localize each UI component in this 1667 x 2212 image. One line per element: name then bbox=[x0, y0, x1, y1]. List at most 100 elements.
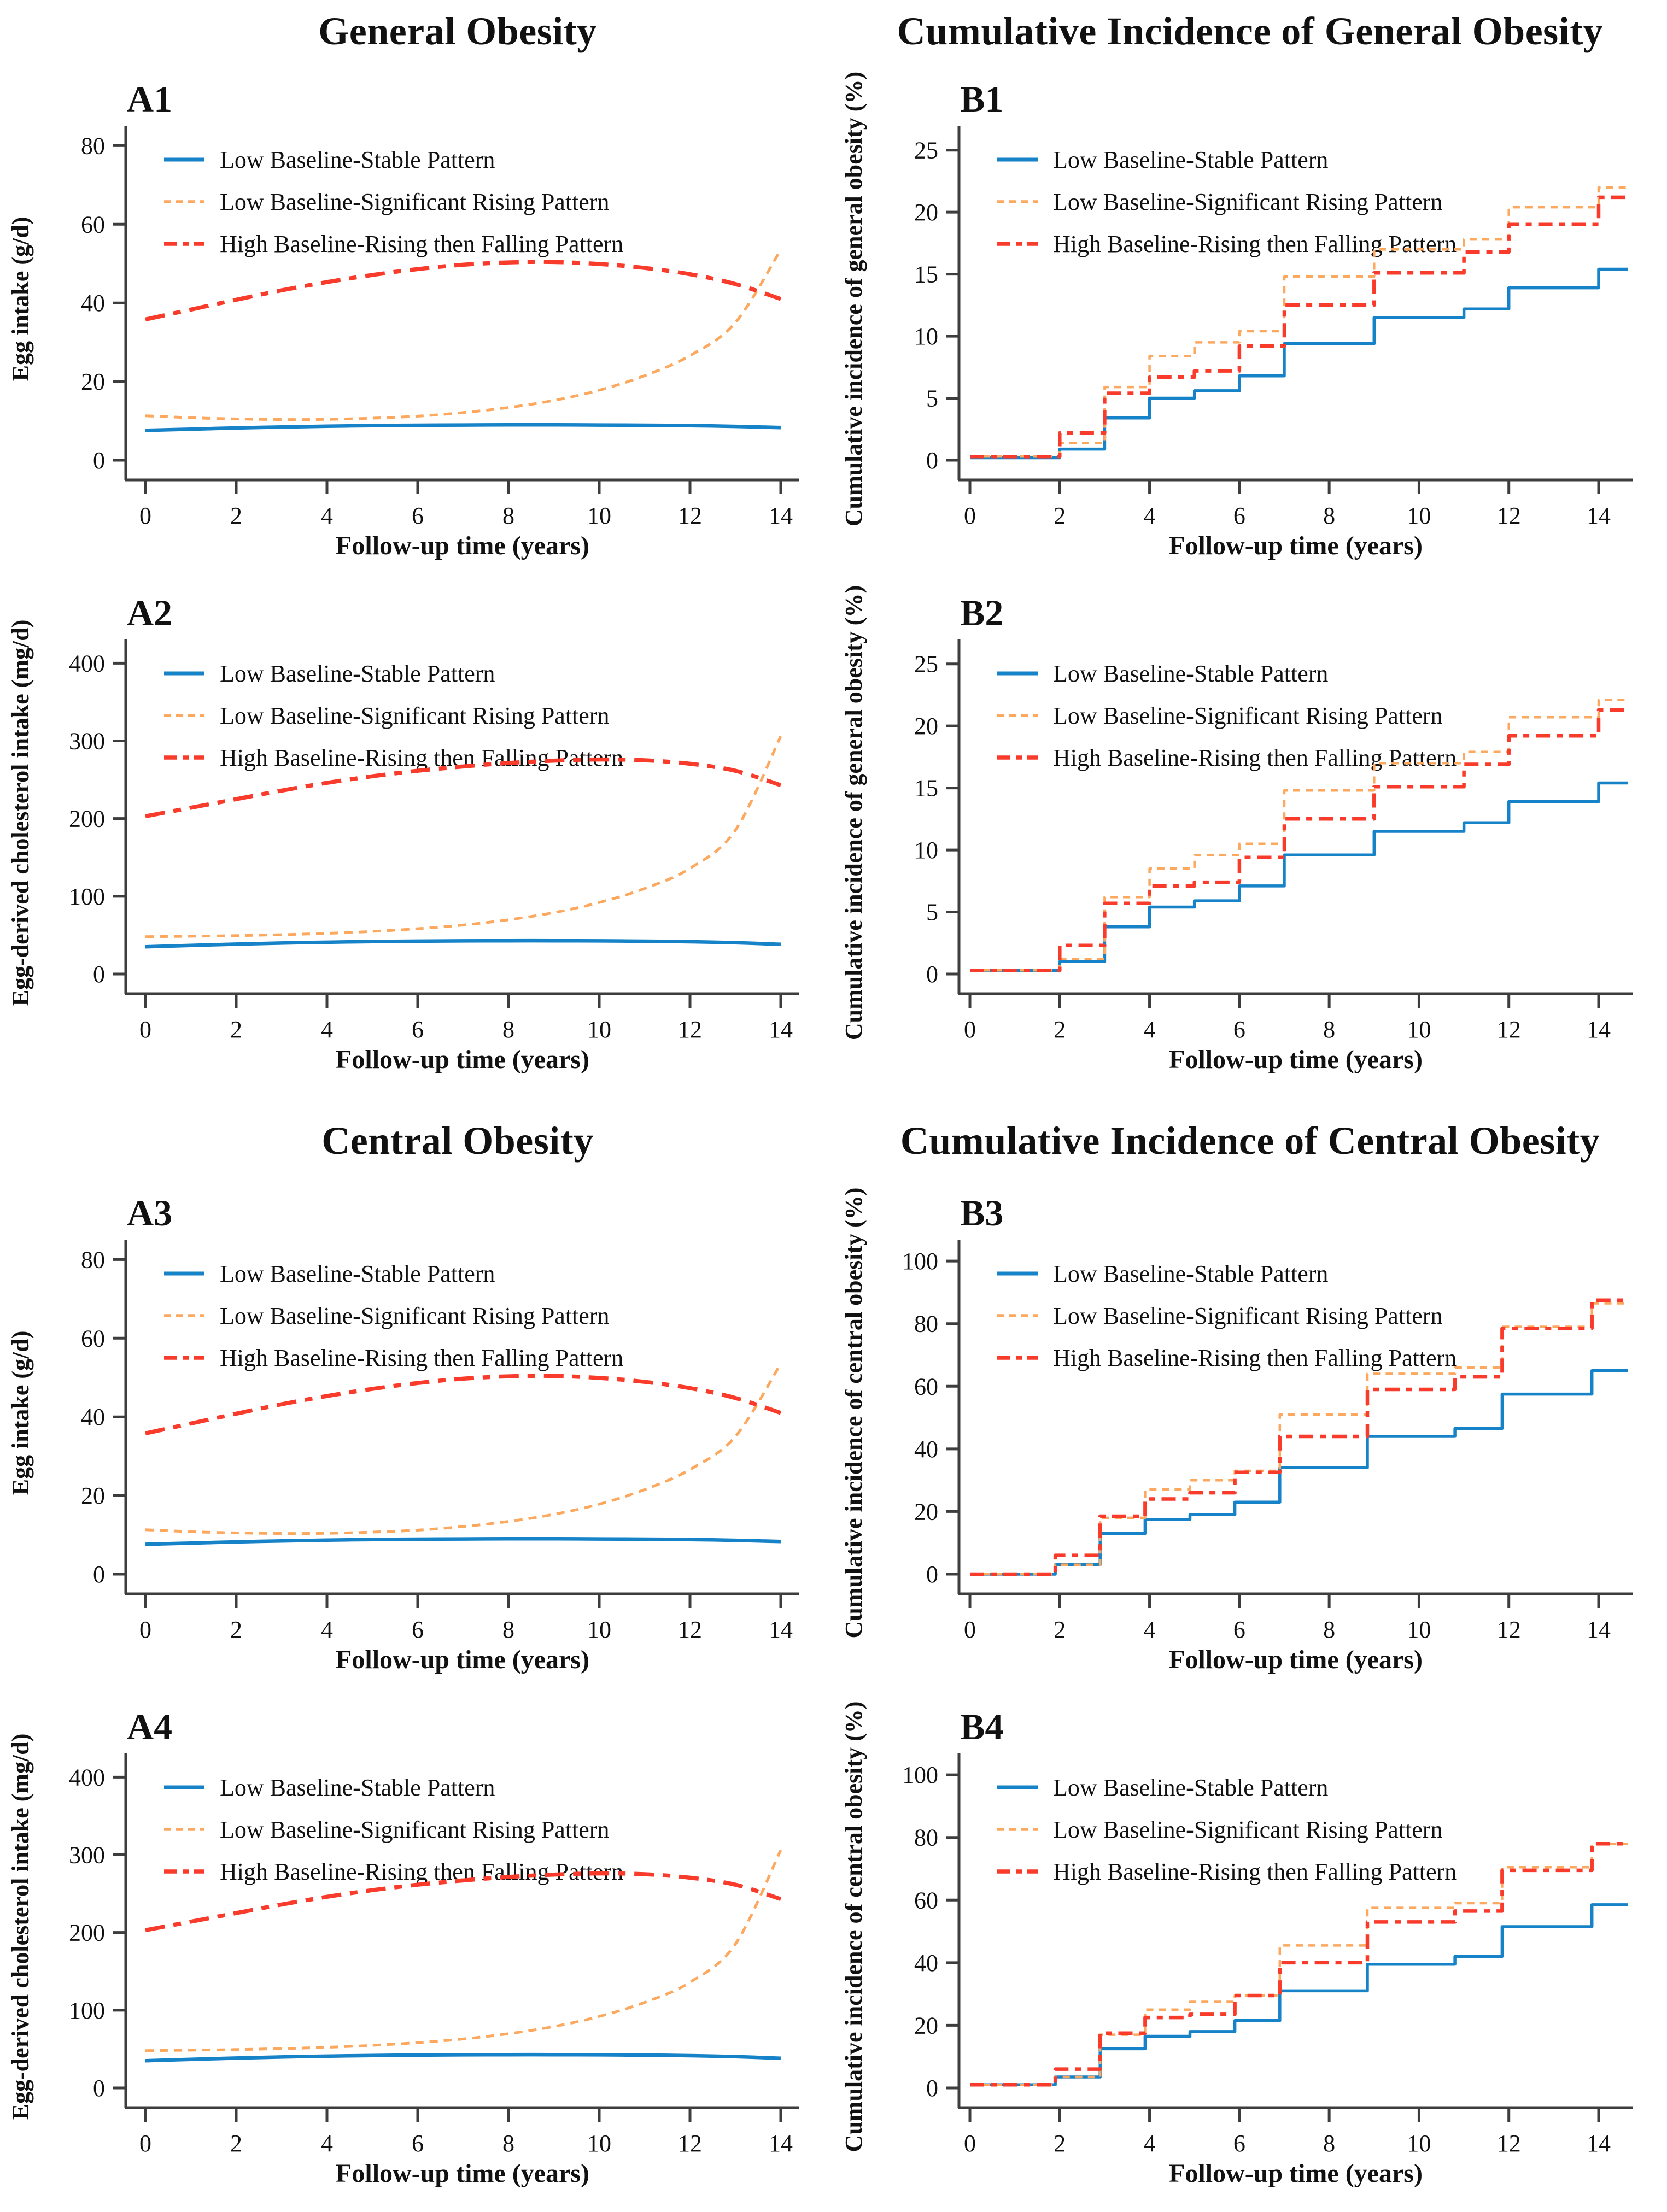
y-tick-label: 5 bbox=[926, 385, 938, 412]
x-tick-label: 4 bbox=[321, 502, 333, 529]
y-tick-label: 20 bbox=[81, 368, 105, 395]
section-title-cumulative-general: Cumulative Incidence of General Obesity bbox=[897, 9, 1604, 53]
x-axis-label: Follow-up time (years) bbox=[1169, 1645, 1423, 1674]
y-tick-label: 20 bbox=[914, 2012, 938, 2039]
series-dashed bbox=[970, 186, 1628, 458]
x-tick-label: 6 bbox=[412, 1616, 424, 1643]
x-tick-label: 2 bbox=[230, 1016, 242, 1043]
panel-B1: 0 5 10 15 20 25 0 2 4 6 8 10 12 14 Cumulative incidenc… bbox=[833, 61, 1667, 575]
x-axis-label: Follow-up time (years) bbox=[336, 531, 589, 560]
y-tick-label: 20 bbox=[81, 1482, 105, 1509]
legend-label: Low Baseline-Stable Pattern bbox=[1053, 146, 1328, 173]
y-axis-label: Egg intake (g/d) bbox=[7, 217, 34, 382]
y-tick-label: 40 bbox=[81, 290, 105, 316]
y-axis-label: Egg-derived cholesterol intake (mg/d) bbox=[7, 1734, 34, 2120]
y-axis-label: Cumulative incidence of central obesity … bbox=[840, 1188, 867, 1639]
y-tick-label: 15 bbox=[914, 775, 938, 802]
series-dashed bbox=[970, 1302, 1628, 1576]
y-axis-label: Cumulative incidence of central obesity … bbox=[840, 1701, 867, 2152]
x-tick-label: 12 bbox=[678, 2130, 702, 2157]
y-tick-label: 5 bbox=[926, 899, 938, 926]
x-tick-label: 14 bbox=[769, 1016, 793, 1043]
x-tick-label: 12 bbox=[678, 502, 702, 529]
chart-B4: 0 20 40 60 80 100 0 2 4 6 8 10 12 14 Cumulative incide… bbox=[840, 1701, 1633, 2188]
chart-B2: 0 5 10 15 20 25 0 2 4 6 8 10 12 14 Cumulative incidenc… bbox=[840, 585, 1633, 1074]
x-tick-label: 0 bbox=[964, 502, 976, 529]
y-tick-label: 10 bbox=[914, 837, 938, 864]
y-tick-label: 300 bbox=[69, 727, 105, 754]
x-tick-label: 4 bbox=[321, 2130, 333, 2157]
x-tick-label: 0 bbox=[964, 1616, 976, 1643]
y-tick-label: 60 bbox=[914, 1373, 938, 1400]
section-title-central-obesity: Central Obesity bbox=[321, 1119, 594, 1163]
x-tick-label: 4 bbox=[1144, 1616, 1156, 1643]
y-tick-label: 25 bbox=[914, 137, 938, 164]
x-tick-label: 2 bbox=[230, 2130, 242, 2157]
y-tick-label: 10 bbox=[914, 323, 938, 350]
section-title-general-obesity: General Obesity bbox=[318, 9, 597, 53]
panel-label: B1 bbox=[960, 78, 1003, 120]
panel-A3: 0 20 40 60 80 0 2 4 6 8 10 12 14 Egg intake (g/d) Foll… bbox=[0, 1175, 833, 1689]
y-tick-label: 0 bbox=[926, 961, 938, 988]
y-tick-label: 80 bbox=[81, 132, 105, 159]
y-tick-label: 100 bbox=[69, 1997, 105, 2024]
x-tick-label: 2 bbox=[1054, 1616, 1066, 1643]
x-axis-label: Follow-up time (years) bbox=[336, 1045, 589, 1074]
legend-label: High Baseline-Rising then Falling Patter… bbox=[220, 1858, 623, 1885]
x-tick-label: 8 bbox=[1323, 2130, 1335, 2157]
series-dashed bbox=[970, 699, 1628, 972]
x-tick-label: 2 bbox=[230, 1616, 242, 1643]
y-tick-label: 100 bbox=[902, 1248, 938, 1275]
y-tick-label: 0 bbox=[926, 1561, 938, 1588]
series-dashed bbox=[145, 1363, 782, 1535]
x-tick-label: 8 bbox=[502, 1616, 514, 1643]
x-tick-label: 6 bbox=[1233, 502, 1245, 529]
series-dashdot bbox=[970, 1841, 1628, 2087]
x-tick-label: 14 bbox=[1587, 1616, 1611, 1643]
series-dashed bbox=[145, 249, 782, 421]
series-dashdot bbox=[145, 260, 782, 322]
panel-B2: 0 5 10 15 20 25 0 2 4 6 8 10 12 14 Cumulative incidenc… bbox=[833, 575, 1667, 1110]
x-axis-label: Follow-up time (years) bbox=[1169, 1045, 1423, 1074]
x-tick-label: 12 bbox=[1497, 2130, 1521, 2157]
x-axis-label: Follow-up time (years) bbox=[1169, 531, 1423, 560]
x-tick-label: 8 bbox=[502, 502, 514, 529]
x-tick-label: 8 bbox=[502, 2130, 514, 2157]
y-tick-label: 15 bbox=[914, 261, 938, 288]
x-tick-label: 14 bbox=[769, 2130, 793, 2157]
series-dashdot bbox=[970, 1298, 1628, 1576]
x-tick-label: 0 bbox=[139, 502, 151, 529]
chart-A4: 0 100 200 300 400 0 2 4 6 8 10 12 14 Egg-derived chol… bbox=[7, 1706, 799, 2188]
x-tick-label: 10 bbox=[1407, 1616, 1431, 1643]
x-tick-label: 4 bbox=[321, 1616, 333, 1643]
legend-label: Low Baseline-Significant Rising Pattern bbox=[220, 1302, 609, 1329]
legend-label: High Baseline-Rising then Falling Patter… bbox=[1053, 744, 1457, 771]
x-tick-label: 12 bbox=[1497, 1016, 1521, 1043]
x-tick-label: 6 bbox=[412, 2130, 424, 2157]
x-axis-label: Follow-up time (years) bbox=[336, 2159, 589, 2188]
chart-A1: 0 20 40 60 80 0 2 4 6 8 10 12 14 Egg intake (g/d) Foll… bbox=[7, 78, 799, 560]
y-tick-label: 40 bbox=[914, 1950, 938, 1976]
x-tick-label: 6 bbox=[1233, 1616, 1245, 1643]
series-dashdot bbox=[145, 1871, 782, 1933]
y-axis-label: Egg-derived cholesterol intake (mg/d) bbox=[7, 620, 34, 1006]
y-tick-label: 80 bbox=[81, 1246, 105, 1273]
y-tick-label: 0 bbox=[93, 2075, 105, 2102]
x-tick-label: 10 bbox=[587, 1616, 611, 1643]
y-tick-label: 60 bbox=[914, 1887, 938, 1914]
panel-label: A1 bbox=[127, 78, 172, 120]
legend-label: Low Baseline-Stable Pattern bbox=[220, 1774, 495, 1801]
x-tick-label: 10 bbox=[587, 1016, 611, 1043]
panel-label: B3 bbox=[960, 1192, 1003, 1234]
x-tick-label: 14 bbox=[769, 1616, 793, 1643]
y-tick-label: 80 bbox=[914, 1824, 938, 1851]
panel-B3: 0 20 40 60 80 100 0 2 4 6 8 10 12 14 Cumulative incide… bbox=[833, 1175, 1667, 1689]
panel-A4: 0 100 200 300 400 0 2 4 6 8 10 12 14 Egg-derived chol… bbox=[0, 1689, 833, 2212]
x-tick-label: 8 bbox=[1323, 1016, 1335, 1043]
series-solid bbox=[145, 423, 781, 432]
legend-label: Low Baseline-Significant Rising Pattern bbox=[220, 189, 609, 215]
y-tick-label: 0 bbox=[926, 447, 938, 474]
x-tick-label: 2 bbox=[1054, 502, 1066, 529]
y-axis-label: Cumulative incidence of general obesity … bbox=[840, 585, 867, 1040]
x-tick-label: 10 bbox=[1407, 1016, 1431, 1043]
